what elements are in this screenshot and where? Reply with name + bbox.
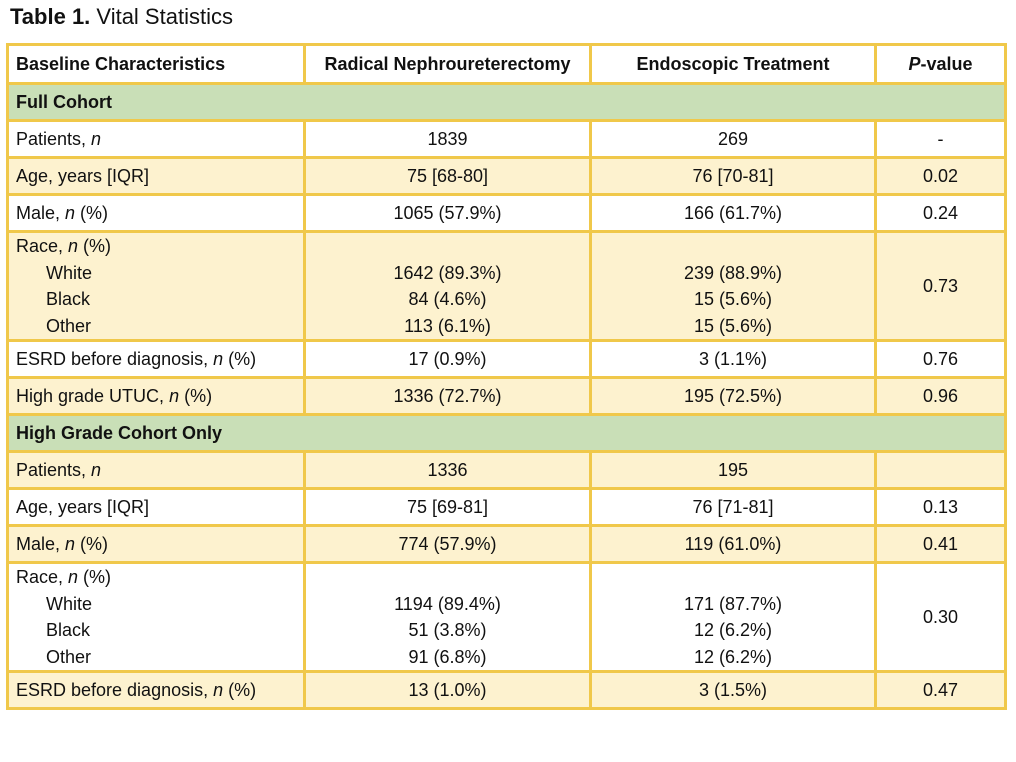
row-label: Male, n (%)	[6, 524, 306, 564]
cell-rnu: 1336 (72.7%)	[303, 376, 592, 416]
table-row: Male, n (%) 774 (57.9%) 119 (61.0%) 0.41	[6, 524, 1007, 564]
table-caption: Table 1. Vital Statistics	[10, 4, 233, 30]
table-row: Patients, n 1336 195	[6, 450, 1007, 490]
cell-et: 195	[589, 450, 877, 490]
row-label: Patients, n	[6, 450, 306, 490]
table-row: Age, years [IQR] 75 [69-81] 76 [71-81] 0…	[6, 487, 1007, 527]
table-row: Male, n (%) 1065 (57.9%) 166 (61.7%) 0.2…	[6, 193, 1007, 233]
cell-et: 3 (1.1%)	[589, 339, 877, 379]
section-row-high-grade-cohort: High Grade Cohort Only	[6, 413, 1007, 453]
cell-rnu: 1839	[303, 119, 592, 159]
table-row: Age, years [IQR] 75 [68-80] 76 [70-81] 0…	[6, 156, 1007, 196]
cell-et: 3 (1.5%)	[589, 670, 877, 710]
table-row: Patients, n 1839 269 -	[6, 119, 1007, 159]
column-header-pvalue: P-value	[874, 43, 1007, 85]
cell-rnu: 774 (57.9%)	[303, 524, 592, 564]
cell-pvalue: -	[874, 119, 1007, 159]
cell-et: 166 (61.7%)	[589, 193, 877, 233]
section-title: High Grade Cohort Only	[6, 413, 1007, 453]
pvalue-header-text: -value	[920, 53, 973, 74]
table-number: Table 1.	[10, 4, 91, 29]
race-black-label: Black	[46, 620, 91, 640]
table-row: ESRD before diagnosis, n (%) 17 (0.9%) 3…	[6, 339, 1007, 379]
row-label: Patients, n	[6, 119, 306, 159]
row-label: ESRD before diagnosis, n (%)	[6, 670, 306, 710]
cell-pvalue: 0.30	[874, 561, 1007, 673]
table-title: Vital Statistics	[96, 4, 233, 29]
cell-pvalue: 0.73	[874, 230, 1007, 342]
cell-pvalue: 0.76	[874, 339, 1007, 379]
cell-et: 269	[589, 119, 877, 159]
cell-et: 119 (61.0%)	[589, 524, 877, 564]
cell-rnu: 1194 (89.4%) 51 (3.8%) 91 (6.8%)	[303, 561, 592, 673]
cell-et: 239 (88.9%) 15 (5.6%) 15 (5.6%)	[589, 230, 877, 342]
cell-pvalue: 0.13	[874, 487, 1007, 527]
cell-et: 76 [70-81]	[589, 156, 877, 196]
cell-pvalue: 0.47	[874, 670, 1007, 710]
cell-rnu: 1336	[303, 450, 592, 490]
column-header-endoscopic: Endoscopic Treatment	[589, 43, 877, 85]
table-row: High grade UTUC, n (%) 1336 (72.7%) 195 …	[6, 376, 1007, 416]
cell-et: 76 [71-81]	[589, 487, 877, 527]
cell-rnu: 75 [68-80]	[303, 156, 592, 196]
table-row: ESRD before diagnosis, n (%) 13 (1.0%) 3…	[6, 670, 1007, 710]
race-other-label: Other	[46, 646, 92, 667]
cell-et: 195 (72.5%)	[589, 376, 877, 416]
cell-rnu: 75 [69-81]	[303, 487, 592, 527]
row-label: ESRD before diagnosis, n (%)	[6, 339, 306, 379]
row-label: Male, n (%)	[6, 193, 306, 233]
cell-et: 171 (87.7%) 12 (6.2%) 12 (6.2%)	[589, 561, 877, 673]
row-label: Age, years [IQR]	[6, 487, 306, 527]
cell-rnu: 1642 (89.3%) 84 (4.6%) 113 (6.1%)	[303, 230, 592, 342]
race-white-label: White	[46, 593, 93, 614]
cell-rnu: 13 (1.0%)	[303, 670, 592, 710]
section-row-full-cohort: Full Cohort	[6, 82, 1007, 122]
section-title: Full Cohort	[6, 82, 1007, 122]
race-black-label: Black	[46, 289, 91, 309]
cell-pvalue: 0.02	[874, 156, 1007, 196]
race-other-label: Other	[46, 315, 92, 336]
table-row-race: Race, n (%) White Black Other 1642 (89.3…	[6, 230, 1007, 342]
row-label: Race, n (%) White Black Other	[6, 230, 306, 342]
column-header-characteristics: Baseline Characteristics	[6, 43, 306, 85]
cell-pvalue	[874, 450, 1007, 490]
cell-pvalue: 0.24	[874, 193, 1007, 233]
cell-pvalue: 0.96	[874, 376, 1007, 416]
cell-rnu: 1065 (57.9%)	[303, 193, 592, 233]
row-label: High grade UTUC, n (%)	[6, 376, 306, 416]
column-header-rnu: Radical Nephroureterectomy	[303, 43, 592, 85]
race-white-label: White	[46, 262, 93, 283]
cell-rnu: 17 (0.9%)	[303, 339, 592, 379]
row-label: Race, n (%) White Black Other	[6, 561, 306, 673]
vital-statistics-table: Baseline Characteristics Radical Nephrou…	[6, 43, 1007, 710]
table-row-race: Race, n (%) White Black Other 1194 (89.4…	[6, 561, 1007, 673]
row-label: Age, years [IQR]	[6, 156, 306, 196]
pvalue-prefix: P	[908, 53, 921, 74]
header-row: Baseline Characteristics Radical Nephrou…	[6, 43, 1007, 85]
cell-pvalue: 0.41	[874, 524, 1007, 564]
